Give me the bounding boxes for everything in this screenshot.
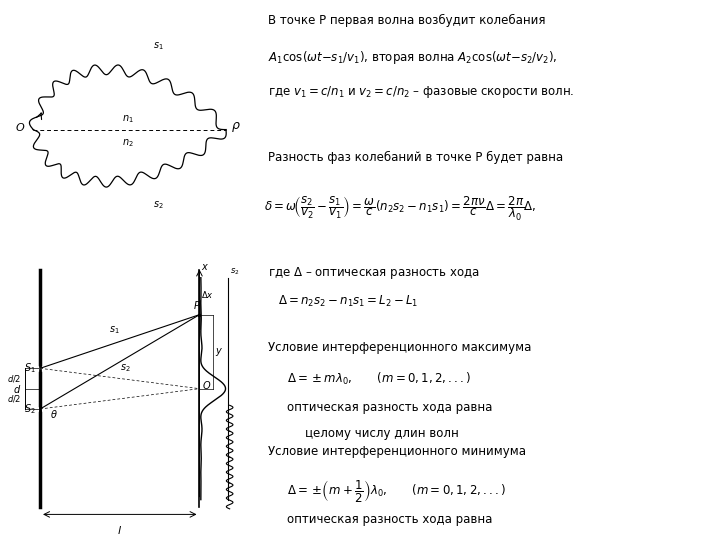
Text: оптическая разность хода равна: оптическая разность хода равна bbox=[287, 401, 492, 414]
Text: Условие интерференционного максимума: Условие интерференционного максимума bbox=[269, 341, 532, 354]
Text: $l$: $l$ bbox=[117, 524, 122, 536]
Text: $\theta$: $\theta$ bbox=[50, 408, 58, 420]
Text: оптическая разность хода равна: оптическая разность хода равна bbox=[287, 513, 492, 526]
Text: $y$: $y$ bbox=[215, 346, 223, 357]
Text: $\Delta = \pm m\lambda_0, \qquad (m = 0, 1, 2, ...)$: $\Delta = \pm m\lambda_0, \qquad (m = 0,… bbox=[287, 371, 472, 387]
Text: Условие интерференционного минимума: Условие интерференционного минимума bbox=[269, 446, 526, 458]
Text: $\Delta = n_2 s_2 - n_1 s_1 = L_2 - L_1$: $\Delta = n_2 s_2 - n_1 s_1 = L_2 - L_1$ bbox=[278, 294, 418, 309]
Text: целому числу длин волн: целому числу длин волн bbox=[305, 427, 459, 440]
Text: $S_1$: $S_1$ bbox=[24, 361, 36, 375]
Text: $n_1$: $n_1$ bbox=[122, 113, 134, 125]
Text: $n_2$: $n_2$ bbox=[122, 137, 133, 149]
Text: $\Delta x$: $\Delta x$ bbox=[201, 289, 214, 300]
Text: Разность фаз колебаний в точке P будет равна: Разность фаз колебаний в точке P будет р… bbox=[269, 151, 564, 164]
Text: $S_2$: $S_2$ bbox=[24, 402, 36, 416]
Text: $s_1$: $s_1$ bbox=[153, 40, 163, 52]
Text: $\Delta = \pm\!\left(m + \dfrac{1}{2}\right)\lambda_0, \qquad (m = 0, 1, 2, ...): $\Delta = \pm\!\left(m + \dfrac{1}{2}\ri… bbox=[287, 478, 506, 504]
Text: $\delta = \omega\!\left(\dfrac{s_2}{v_2} - \dfrac{s_1}{v_1}\right) = \dfrac{\ome: $\delta = \omega\!\left(\dfrac{s_2}{v_2}… bbox=[264, 194, 536, 222]
Text: $s_2$: $s_2$ bbox=[120, 362, 130, 374]
Text: $d/2$: $d/2$ bbox=[7, 373, 22, 384]
Text: $s_1$: $s_1$ bbox=[109, 324, 120, 336]
Text: $O$: $O$ bbox=[15, 121, 25, 133]
Text: где $\Delta$ – оптическая разность хода: где $\Delta$ – оптическая разность хода bbox=[269, 265, 480, 281]
Text: $\rho$: $\rho$ bbox=[231, 120, 241, 134]
Text: $s_2$: $s_2$ bbox=[230, 267, 239, 278]
Text: $O$: $O$ bbox=[202, 379, 211, 390]
Text: $A_1\cos(\omega t{-}s_1/v_1)$, вторая волна $A_2\cos(\omega t{-}s_2/v_2)$,: $A_1\cos(\omega t{-}s_1/v_1)$, вторая во… bbox=[269, 49, 558, 65]
Text: В точке Р первая волна возбудит колебания: В точке Р первая волна возбудит колебани… bbox=[269, 14, 546, 26]
Text: где $v_1{=}c/n_1$ и $v_2{=}c/n_2$ – фазовые скорости волн.: где $v_1{=}c/n_1$ и $v_2{=}c/n_2$ – фазо… bbox=[269, 84, 575, 100]
Text: $d$: $d$ bbox=[13, 383, 21, 395]
Text: $x$: $x$ bbox=[202, 262, 210, 272]
Text: $d/2$: $d/2$ bbox=[7, 393, 22, 404]
Text: полуцелому числу длин волн: полуцелому числу длин волн bbox=[305, 537, 489, 540]
Text: $P$: $P$ bbox=[192, 299, 200, 311]
Text: $s_2$: $s_2$ bbox=[153, 199, 163, 211]
